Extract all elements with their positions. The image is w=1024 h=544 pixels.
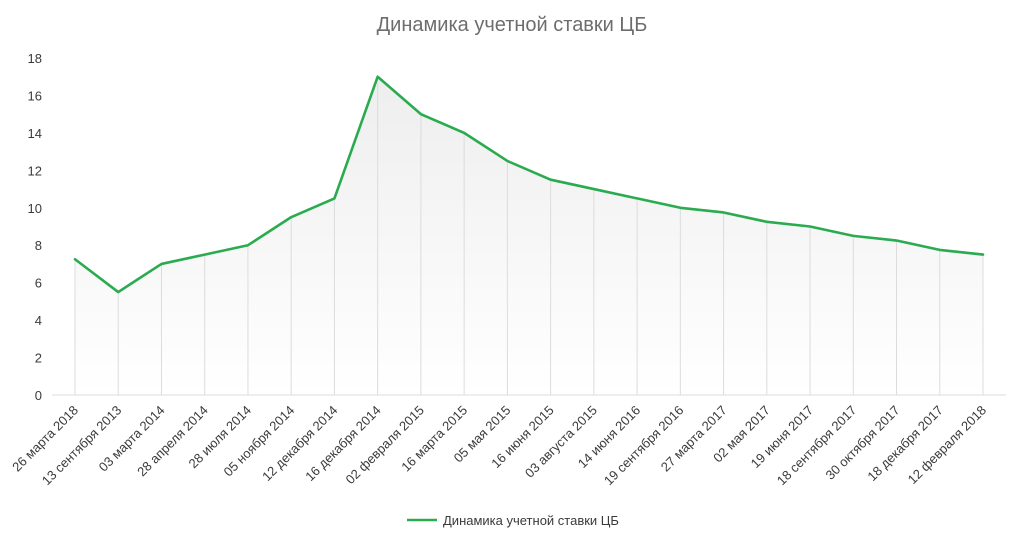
- y-tick-label: 4: [35, 313, 42, 328]
- x-tick-label: 12 февраля 2018: [905, 403, 990, 488]
- x-tick-label: 18 сентября 2017: [774, 403, 860, 489]
- x-tick-label: 18 декабря 2017: [864, 403, 945, 484]
- legend[interactable]: Динамика учетной ставки ЦБ: [407, 513, 619, 528]
- y-axis-labels: 0 2 4 6 8 10 12 14 16 18: [28, 51, 42, 403]
- x-tick-label: 19 сентября 2016: [601, 403, 687, 489]
- y-tick-label: 10: [28, 201, 42, 216]
- y-tick-label: 8: [35, 238, 42, 253]
- y-tick-label: 12: [28, 163, 42, 178]
- grid-lines: [52, 76, 1006, 396]
- y-tick-label: 2: [35, 351, 42, 366]
- area-fill: [75, 76, 983, 395]
- x-tick-label: 12 декабря 2014: [259, 403, 340, 484]
- y-tick-label: 6: [35, 276, 42, 291]
- chart-title: Динамика учетной ставки ЦБ: [377, 14, 648, 36]
- x-tick-label: 13 сентября 2013: [39, 403, 125, 489]
- y-tick-label: 14: [28, 126, 42, 141]
- x-tick-label: 30 октября 2017: [823, 403, 903, 483]
- series-line: [73, 75, 985, 294]
- legend-label: Динамика учетной ставки ЦБ: [443, 513, 619, 528]
- y-tick-label: 0: [35, 388, 42, 403]
- series-layer: [73, 75, 985, 294]
- x-tick-label: 02 февраля 2015: [343, 403, 428, 488]
- y-tick-label: 18: [28, 51, 42, 66]
- plot-background: [75, 76, 983, 395]
- x-tick-label: 16 декабря 2014: [302, 403, 383, 484]
- y-tick-label: 16: [28, 88, 42, 103]
